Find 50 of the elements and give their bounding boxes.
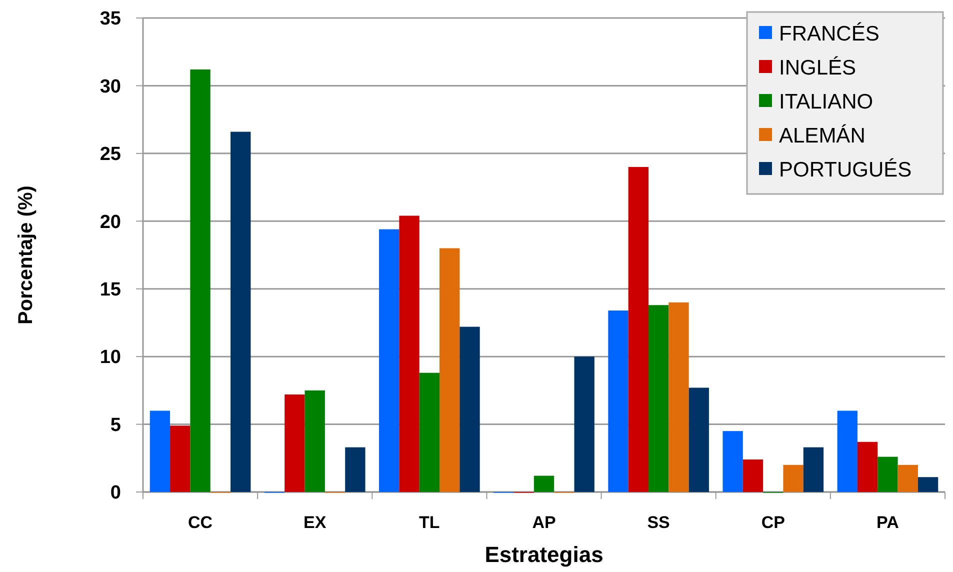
x-tick-label: SS: [647, 513, 670, 532]
legend-label: ALEMÁN: [779, 123, 866, 148]
bar: [608, 310, 628, 492]
y-axis-title: Porcentaje (%): [15, 186, 37, 324]
bar: [170, 426, 190, 492]
bar: [440, 248, 460, 492]
bar: [419, 372, 440, 492]
bar: [304, 390, 325, 492]
x-tick-label: PA: [876, 513, 899, 532]
x-tick-label: CP: [761, 513, 785, 532]
bar: [150, 410, 170, 492]
y-tick-label: 25: [100, 144, 122, 166]
bar: [742, 459, 764, 492]
y-tick-label: 10: [100, 347, 121, 368]
bar: [534, 476, 554, 492]
y-tick-label: 20: [100, 212, 121, 233]
legend-label: ITALIANO: [779, 90, 874, 114]
bar: [628, 166, 648, 492]
bar: [722, 431, 743, 492]
bar: [688, 388, 709, 492]
bar: [857, 442, 878, 492]
y-tick-label: 15: [100, 280, 122, 301]
bar: [918, 477, 938, 492]
legend-label: FRANCÉS: [779, 21, 880, 46]
bar: [345, 447, 366, 492]
legend-label: PORTUGUÉS: [779, 157, 912, 182]
x-tick-label: TL: [419, 513, 440, 532]
bar: [803, 447, 824, 492]
y-tick-label: 35: [100, 8, 122, 30]
x-tick-label: AP: [532, 513, 556, 532]
bar: [878, 456, 898, 492]
bar: [399, 216, 420, 492]
bar: [668, 302, 689, 492]
bar: [783, 464, 804, 492]
bar: [284, 394, 305, 492]
x-tick-label: CC: [188, 513, 213, 532]
y-tick-label: 5: [110, 414, 122, 436]
y-tick-label: 0: [110, 482, 121, 504]
legend-label: INGLÉS: [779, 55, 856, 80]
y-tick-label: 30: [100, 76, 121, 98]
bar: [837, 410, 858, 492]
bar: [574, 356, 594, 492]
bar: [898, 464, 918, 492]
x-axis-title: Estrategias: [484, 542, 604, 567]
bar: [230, 132, 251, 492]
bar: [379, 229, 400, 492]
x-tick-label: EX: [304, 513, 327, 532]
bar: [190, 69, 210, 492]
bar: [460, 326, 480, 492]
bar: [648, 305, 669, 492]
